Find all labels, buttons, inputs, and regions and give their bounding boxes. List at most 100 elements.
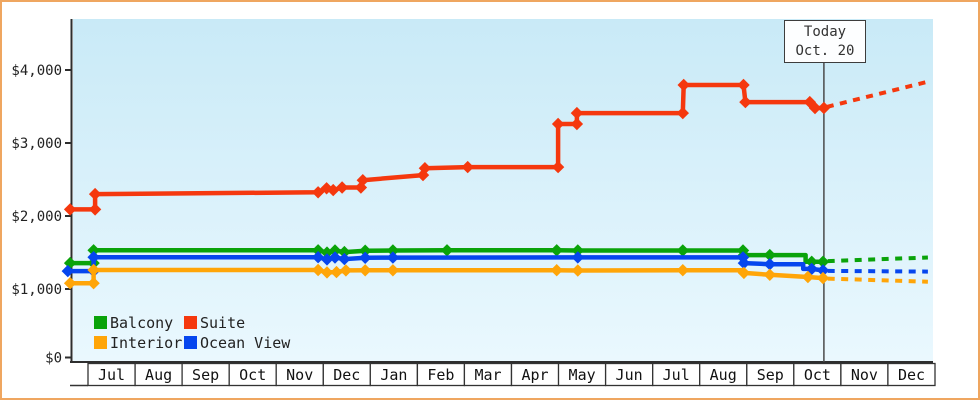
data-point-balcony <box>338 245 351 259</box>
month-label: Jul <box>98 366 125 384</box>
data-point-ocean-view <box>338 252 351 266</box>
data-point-ocean-view <box>737 256 751 270</box>
forecast-line-interior <box>827 276 928 284</box>
ocean-view-swatch-icon <box>184 336 197 349</box>
data-point-balcony <box>550 244 563 257</box>
interior-swatch-icon <box>94 336 107 349</box>
month-label: Dec <box>333 366 360 384</box>
data-point-interior <box>571 264 584 277</box>
data-point-ocean-view <box>359 251 372 264</box>
data-point-suite <box>354 181 368 194</box>
data-point-ocean-view <box>386 251 400 264</box>
y-axis-label: $3,000 <box>11 136 62 152</box>
month-label: Jun <box>616 366 643 384</box>
data-point-ocean-view <box>816 264 830 277</box>
data-point-suite <box>677 78 690 92</box>
month-label: Dec <box>898 366 925 384</box>
data-point-ocean-view <box>311 251 325 264</box>
month-cell <box>887 362 936 387</box>
month-label: Sep <box>192 366 219 384</box>
data-point-balcony <box>386 244 400 257</box>
data-point-balcony <box>359 244 372 257</box>
data-point-interior <box>330 265 343 279</box>
data-point-interior <box>801 270 815 284</box>
data-point-balcony <box>763 248 776 262</box>
data-point-balcony <box>311 244 325 257</box>
legend-label-interior: Interior <box>110 333 183 352</box>
data-point-interior <box>320 266 334 279</box>
month-label: Sep <box>757 366 784 384</box>
data-point-suite <box>461 160 474 174</box>
data-point-interior <box>737 266 751 280</box>
forecast-line-ocean-view <box>827 268 928 274</box>
y-axis-label: $4,000 <box>11 63 62 79</box>
today-label-box: Today Oct. 20 <box>784 20 866 63</box>
data-point-suite <box>356 174 369 187</box>
data-point-balcony <box>571 244 584 257</box>
data-point-ocean-view <box>571 251 584 264</box>
data-point-balcony <box>440 244 454 257</box>
plot-background <box>73 19 933 362</box>
data-point-suite <box>551 160 565 174</box>
y-axis-label: $2,000 <box>11 209 62 225</box>
data-point-suite <box>739 95 752 109</box>
legend-label-suite: Suite <box>200 313 246 332</box>
today-label: Today <box>803 23 847 40</box>
data-point-ocean-view <box>328 251 342 264</box>
data-point-interior <box>359 264 372 277</box>
data-point-balcony <box>676 244 689 257</box>
today-date: Oct. 20 <box>795 42 855 59</box>
y-axis-label: $0 <box>45 351 62 367</box>
data-point-ocean-view <box>320 253 334 266</box>
data-point-suite <box>737 78 750 92</box>
forecast-line-balcony <box>827 255 928 264</box>
data-point-suite <box>570 106 584 120</box>
data-point-suite <box>551 117 565 131</box>
legend-item-interior: Interior <box>94 333 184 352</box>
data-point-suite <box>570 117 584 131</box>
data-point-ocean-view <box>763 258 776 271</box>
data-point-interior <box>339 264 353 277</box>
month-label: Jan <box>380 366 407 384</box>
month-label: May <box>569 366 596 384</box>
month-label: Aug <box>145 366 172 384</box>
legend-label-balcony: Balcony <box>110 313 174 332</box>
data-point-interior <box>676 264 689 277</box>
data-point-suite <box>88 187 102 201</box>
data-point-balcony <box>805 255 818 268</box>
month-label: Aug <box>710 366 737 384</box>
data-point-balcony <box>816 255 830 268</box>
data-point-suite <box>63 203 77 216</box>
month-label: Feb <box>427 366 454 384</box>
data-point-balcony <box>87 244 100 257</box>
month-label: Mar <box>474 366 501 384</box>
legend: Balcony Suite Interior Ocean View <box>94 313 290 352</box>
data-point-interior <box>763 268 776 281</box>
data-point-ocean-view <box>805 262 818 276</box>
data-point-suite <box>311 186 325 199</box>
data-point-suite <box>327 183 340 197</box>
data-point-balcony <box>328 244 342 257</box>
data-point-interior <box>63 277 77 290</box>
legend-item-suite: Suite <box>184 313 290 332</box>
data-point-suite <box>817 101 831 115</box>
suite-swatch-icon <box>184 316 197 329</box>
month-label: Jul <box>663 366 690 384</box>
data-point-interior <box>311 263 325 277</box>
data-point-suite <box>335 181 349 194</box>
data-point-interior <box>87 263 100 277</box>
data-point-suite <box>676 106 689 120</box>
month-label: Oct <box>804 366 831 384</box>
legend-item-ocean-view: Ocean View <box>184 334 290 352</box>
data-point-ocean-view <box>87 251 100 264</box>
data-point-interior <box>386 264 400 277</box>
month-label: Oct <box>239 366 266 384</box>
data-point-interior <box>87 277 100 290</box>
legend-item-balcony: Balcony <box>94 313 184 332</box>
data-point-suite <box>418 162 432 175</box>
month-label: Apr <box>521 366 548 384</box>
forecast-line-suite <box>826 79 929 109</box>
data-point-interior <box>816 271 830 285</box>
